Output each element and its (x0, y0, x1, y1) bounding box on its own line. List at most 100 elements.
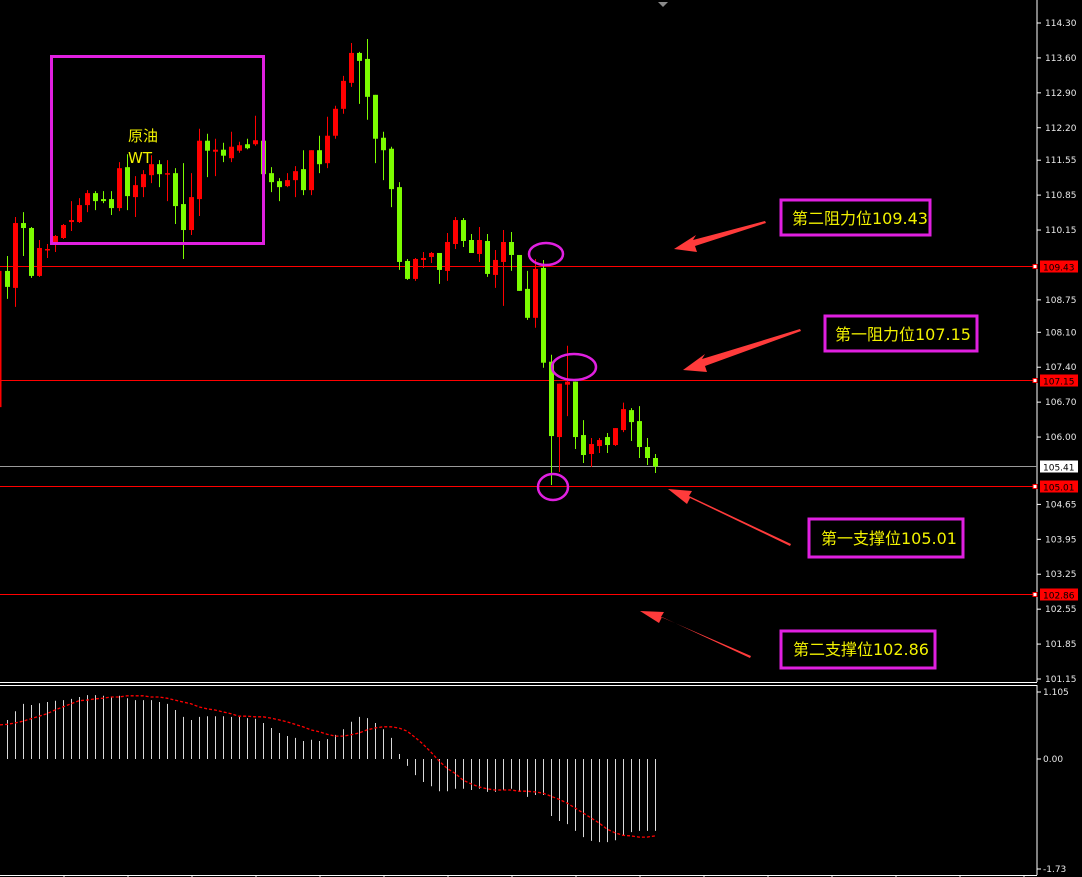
candle-body (621, 409, 626, 431)
candle-body (469, 240, 474, 253)
level-label-bg (1040, 260, 1078, 273)
macd-tick-label: -1.73 (1043, 865, 1066, 875)
macd-signal-line (0, 695, 656, 838)
candle-body (373, 94, 378, 139)
level-handle (1032, 592, 1038, 597)
arrow-icon (674, 221, 766, 252)
price-tick-label: 113.60 (1045, 54, 1077, 64)
candle-body (557, 383, 562, 438)
candle-body (637, 421, 642, 448)
candle-body (349, 52, 354, 83)
candle-body (45, 248, 50, 251)
annotation-text: 第一支撑位105.01 (821, 529, 957, 548)
symbol-label-crude-oil: 原油 (128, 127, 158, 145)
candle-body (157, 164, 162, 175)
candle-body (501, 241, 506, 262)
candle-body (381, 137, 386, 151)
candle-body (253, 140, 258, 145)
candle-body (365, 58, 370, 97)
candle-body (101, 199, 106, 202)
symbol-label-wt: WT (128, 149, 153, 167)
candle-body (237, 145, 242, 151)
candle-body (69, 220, 74, 223)
candle-body (285, 180, 290, 187)
price-tick-label: 106.00 (1045, 433, 1077, 443)
arrow-icon (668, 489, 791, 546)
candle-body (93, 193, 98, 202)
level-label: 102.86 (1043, 592, 1075, 602)
level-handle (1032, 484, 1038, 489)
highlight-box (50, 55, 265, 245)
price-axis-ticks: 114.30 113.60 112.90 112.20 111.55 110.85 110.… (1037, 19, 1077, 685)
candle-body (149, 164, 154, 176)
candle-body (461, 220, 466, 242)
candle-body (309, 150, 314, 191)
candle-body (605, 437, 610, 446)
candle-body (205, 140, 210, 151)
candle-body (301, 169, 306, 191)
candle-body (629, 410, 634, 423)
candle-body (357, 52, 362, 61)
candle-body (53, 236, 58, 242)
price-tick-label: 108.75 (1045, 296, 1077, 306)
level-label: 109.43 (1043, 264, 1075, 274)
arrow-icon (640, 611, 751, 658)
candle-body (597, 440, 602, 447)
candle-body (589, 444, 594, 455)
price-tick-label: 103.25 (1045, 570, 1077, 580)
candle-body (581, 435, 586, 456)
price-tick-label: 114.30 (1045, 19, 1077, 29)
candle-body (197, 140, 202, 200)
annotation-support-1: 第一支撑位105.01 (807, 517, 965, 559)
candle-body (389, 148, 394, 190)
candle-body (405, 260, 410, 279)
candle-body (229, 146, 234, 159)
price-tick-label: 110.15 (1045, 226, 1077, 236)
price-tick-label: 101.85 (1045, 640, 1077, 650)
price-tick-label: 101.15 (1045, 675, 1077, 685)
candle-body (325, 135, 330, 164)
annotation-resistance-2: 第二阻力位109.43 (779, 198, 932, 237)
highlight-ellipse-3 (536, 472, 570, 502)
candle-body (397, 187, 402, 262)
candle-body (517, 254, 522, 291)
candle-body (533, 268, 538, 318)
annotation-support-2: 第二支撑位102.86 (779, 629, 937, 670)
arrows (640, 221, 801, 658)
level-label: 105.01 (1043, 484, 1075, 494)
candle-body (269, 173, 274, 183)
price-tick-label: 111.55 (1045, 156, 1077, 166)
macd-panel: 1.105 0.00 -1.73 (0, 688, 1069, 875)
current-price-label-bg (1040, 460, 1078, 473)
candle-body (21, 223, 26, 229)
price-tick-label: 112.20 (1045, 124, 1077, 134)
candle-body (117, 168, 122, 209)
candle-body (61, 225, 66, 239)
level-handle (1032, 378, 1038, 383)
candle-body (277, 181, 282, 188)
highlight-ellipse-2 (550, 352, 598, 382)
candle-body (413, 258, 418, 279)
price-tick-label: 108.10 (1045, 328, 1077, 338)
candle-body (565, 381, 570, 385)
candle-body (77, 205, 82, 223)
candle-body (645, 447, 650, 459)
candle-body (653, 458, 658, 467)
price-tick-label: 103.95 (1045, 535, 1077, 545)
level-handle (1032, 264, 1038, 269)
candle-body (109, 199, 114, 209)
time-axis-ticks (63, 875, 1025, 877)
candle-body (125, 167, 130, 197)
candle-body (485, 241, 490, 274)
candle-body (213, 149, 218, 152)
current-price-label: 105.41 (1043, 464, 1075, 474)
price-tick-label: 107.40 (1045, 363, 1077, 373)
macd-tick-label: 0.00 (1043, 755, 1063, 765)
shift-marker-icon[interactable] (658, 2, 668, 7)
candle-body (29, 228, 34, 276)
candle-body (5, 270, 10, 287)
candle-body (173, 173, 178, 207)
level-label: 107.15 (1043, 378, 1075, 388)
candle-body (141, 174, 146, 188)
